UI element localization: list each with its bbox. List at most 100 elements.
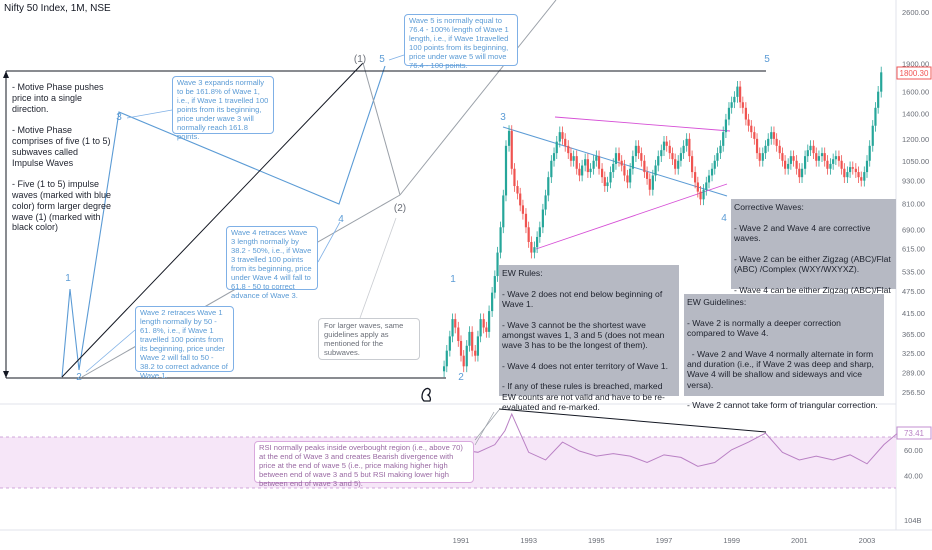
last-price-tag-box: [896, 66, 932, 80]
schematic-wave-1-line: [61, 62, 364, 378]
candle-body: [781, 153, 784, 161]
candle-body: [817, 156, 821, 161]
ew-rules-note: EW Rules: - Wave 2 does not end below be…: [499, 265, 679, 412]
candle-body: [871, 125, 874, 146]
schematic-wave-2-down: [362, 62, 401, 196]
candle-body: [787, 163, 790, 169]
candle-body: [699, 191, 702, 200]
candle-body: [547, 177, 550, 196]
candle-body: [465, 345, 468, 367]
candle-body: [620, 160, 623, 166]
candle-body: [487, 311, 491, 332]
price-y-tick-label: 256.50: [902, 388, 925, 397]
candle-body: [880, 72, 883, 92]
wave3-note: Wave 3 expands normally to be 161.8% of …: [172, 76, 274, 141]
motive-phase-note: - Motive Phase pushes price into a singl…: [12, 82, 112, 233]
candle-body: [727, 107, 731, 120]
candle-body: [826, 160, 829, 169]
last-price-tag: 1800.30: [900, 69, 929, 78]
candle-body: [640, 153, 643, 161]
price-y-tick-label: 289.00: [902, 368, 925, 377]
candle-body: [863, 172, 866, 181]
candle-body: [784, 160, 787, 169]
candle-body: [606, 182, 609, 187]
candle-body: [851, 167, 854, 169]
candle-body: [877, 91, 880, 108]
wave3-callout-pointer: [126, 109, 173, 119]
candle-body: [837, 156, 841, 161]
candle-body: [569, 153, 573, 161]
price-y-tick-label: 2600.00: [902, 8, 929, 17]
candle-body: [567, 145, 570, 154]
wave5-callout-pointer: [388, 54, 405, 61]
candle-body: [524, 213, 528, 228]
candle-body: [645, 172, 649, 179]
price-y-tick-label: 1600.00: [902, 88, 929, 97]
candle-body: [719, 145, 722, 154]
rsi-y-axis: 60.00 40.00 104B: [904, 446, 923, 525]
chart-label-3: 3: [500, 112, 506, 123]
chart-label-5: 5: [764, 54, 770, 65]
candle-body: [688, 138, 691, 157]
candle-body: [600, 168, 604, 178]
candle-body: [702, 189, 705, 200]
candle-body: [677, 160, 680, 169]
candle-body: [758, 153, 761, 161]
candle-body: [586, 159, 589, 173]
schematic-label-big-2: (2): [394, 203, 406, 214]
candle-body: [829, 163, 832, 169]
wave4-note: Wave 4 retraces Wave 3 length normally b…: [226, 226, 318, 300]
candle-body: [654, 165, 657, 176]
candle-body: [671, 153, 674, 160]
price-y-tick-label: 810.00: [902, 199, 925, 208]
candle-body: [812, 145, 815, 154]
candle-body: [468, 331, 471, 346]
candle-body: [713, 160, 716, 169]
candle-body: [617, 153, 621, 161]
candle-body: [445, 350, 448, 367]
candle-body: [597, 156, 601, 169]
price-y-tick-label: 930.00: [902, 177, 925, 186]
wave4-callout-pointer: [317, 221, 341, 263]
candle-body: [682, 145, 685, 154]
candle-body: [448, 336, 451, 351]
candle-body: [668, 145, 671, 154]
wave2-note: Wave 2 retraces Wave 1 length normally b…: [135, 306, 234, 380]
candle-body: [772, 132, 776, 139]
price-y-tick-label: 325.00: [902, 349, 925, 358]
candle-body: [795, 160, 798, 169]
candle-body: [504, 145, 508, 196]
candle-body: [502, 195, 505, 228]
candle-body: [865, 160, 869, 173]
triangle-lower-line: [535, 183, 728, 250]
wave5-note: Wave 5 is normally equal to 76.4 - 100% …: [404, 14, 518, 70]
candle-body: [462, 355, 465, 367]
candle-body: [662, 141, 666, 151]
last-rsi-tag: 73.41: [904, 429, 925, 438]
candle-body: [679, 153, 683, 161]
candle-body: [572, 156, 575, 161]
candle-body: [705, 182, 708, 190]
candle-body: [603, 177, 606, 187]
schematic-label-1: 1: [65, 273, 71, 284]
candle-body: [609, 172, 612, 183]
candle-body: [482, 319, 485, 328]
price-y-tick-label: 1400.00: [902, 110, 929, 119]
candle-body: [674, 159, 677, 169]
price-y-tick-label: 365.00: [902, 330, 925, 339]
candle-body: [629, 168, 632, 183]
candle-body: [736, 86, 739, 97]
larger-waves-note: For larger waves, same guidelines apply …: [318, 318, 420, 360]
candle-body: [510, 130, 513, 169]
candlestick-series: [442, 66, 883, 378]
x-tick-label: 2001: [791, 536, 808, 545]
candle-body: [623, 165, 626, 176]
schematic-label-5: 5: [379, 54, 385, 65]
candle-body: [485, 327, 488, 332]
price-y-tick-label: 475.00: [902, 287, 925, 296]
candle-body: [792, 156, 795, 161]
candle-body: [459, 341, 463, 356]
candle-body: [685, 138, 688, 146]
candle-body: [474, 350, 477, 356]
candle-body: [753, 132, 756, 139]
